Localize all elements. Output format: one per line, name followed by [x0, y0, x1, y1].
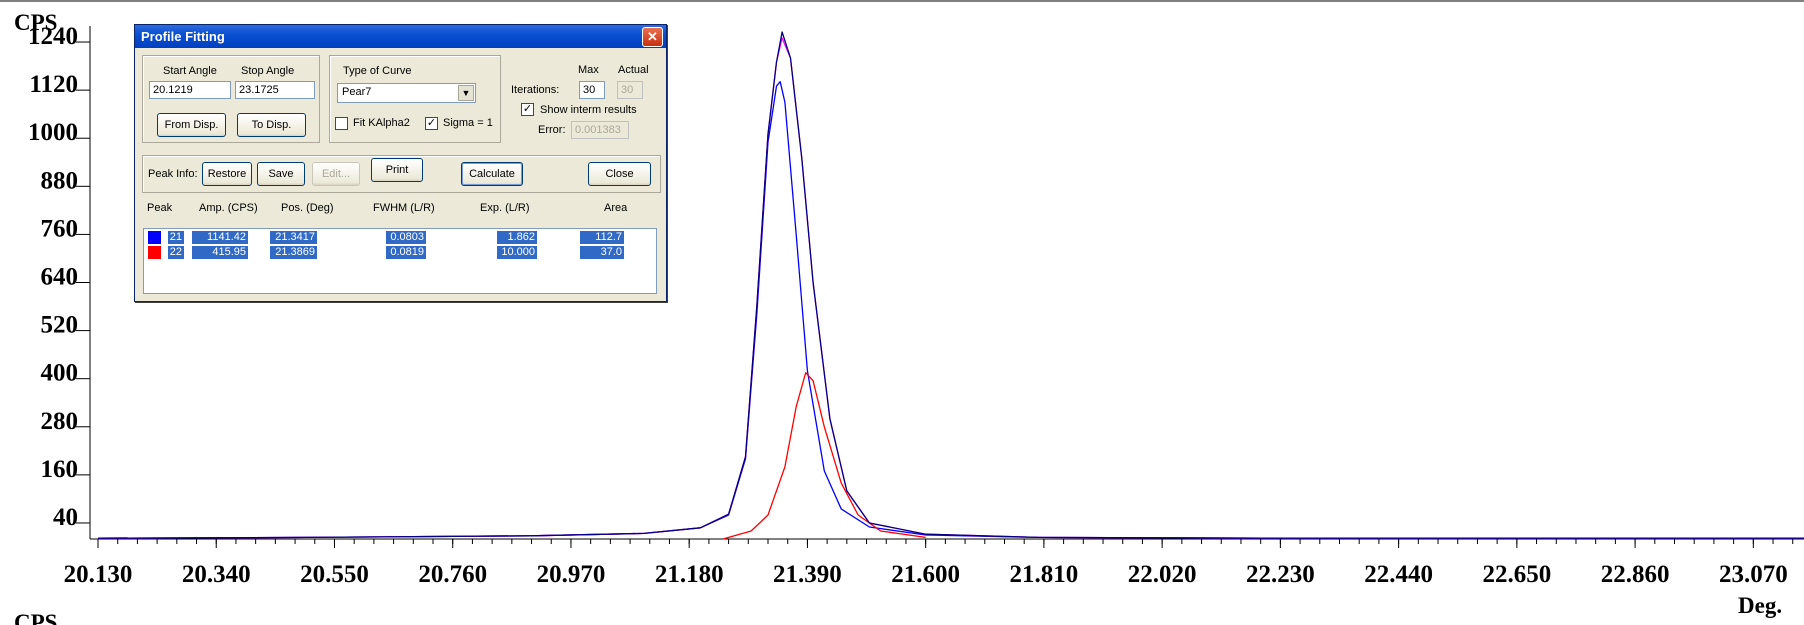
restore-button[interactable]: Restore [202, 162, 252, 186]
error-label: Error: [538, 124, 566, 136]
calculate-button[interactable]: Calculate [461, 162, 523, 186]
save-button[interactable]: Save [257, 162, 305, 186]
peak-color-swatch [148, 246, 161, 259]
series-line-3 [97, 31, 1804, 539]
dialog-titlebar[interactable]: Profile Fitting ✕ [135, 25, 666, 48]
peak-exp: 1.862 [497, 231, 537, 244]
sigma-checkbox[interactable]: ✓ [425, 117, 438, 130]
peak-list[interactable]: 21 1141.42 21.3417 0.0803 1.862 112.7 22… [143, 228, 657, 294]
peak-info-group [142, 155, 661, 193]
x-tick-label: 22.650 [1482, 561, 1551, 588]
x-tick-label: 21.390 [773, 561, 842, 588]
type-of-curve-label: Type of Curve [343, 65, 412, 77]
col-exp-header: Exp. (L/R) [480, 202, 530, 214]
x-tick-label: 21.600 [891, 561, 960, 588]
col-peak-header: Peak [147, 202, 173, 214]
iterations-max-input[interactable]: 30 [579, 81, 605, 99]
start-angle-input[interactable]: 20.1219 [149, 81, 231, 99]
x-tick-label: 22.860 [1601, 561, 1670, 588]
series-line-1 [722, 372, 926, 540]
y-tick-label: 640 [41, 264, 79, 291]
x-tick-label: 22.230 [1246, 561, 1315, 588]
x-tick-label: 22.440 [1364, 561, 1433, 588]
stop-angle-label: Stop Angle [241, 65, 295, 77]
x-tick-label: 20.130 [64, 561, 133, 588]
peak-pos: 21.3417 [270, 231, 317, 244]
peak-color-swatch [148, 231, 161, 244]
peak-area: 112.7 [580, 231, 624, 244]
y-tick-label: 280 [41, 408, 79, 435]
col-area-header: Area [604, 202, 628, 214]
peak-exp: 10.000 [497, 246, 537, 259]
x-tick-label: 22.020 [1128, 561, 1197, 588]
stop-angle-input[interactable]: 23.1725 [235, 81, 315, 99]
close-button[interactable]: Close [588, 162, 651, 186]
show-interm-checkbox[interactable]: ✓ [521, 103, 534, 116]
y-tick-label: 1000 [28, 119, 78, 146]
col-fwhm-header: FWHM (L/R) [373, 202, 435, 214]
x-tick-label: 23.070 [1719, 561, 1788, 588]
peak-amp: 1141.42 [192, 231, 248, 244]
x-axis-title: Deg. [1738, 593, 1782, 618]
from-disp-button[interactable]: From Disp. [157, 113, 226, 137]
start-angle-label: Start Angle [163, 65, 217, 77]
peak-number: 22 [168, 246, 184, 259]
to-disp-button[interactable]: To Disp. [237, 113, 306, 137]
peak-area: 37.0 [580, 246, 624, 259]
peak-info-label: Peak Info: [148, 168, 198, 180]
peak-number: 21 [168, 231, 184, 244]
x-tick-label: 20.760 [418, 561, 487, 588]
peak-pos: 21.3869 [270, 246, 317, 259]
curve-select-value: Pear7 [342, 86, 372, 98]
edit-button: Edit... [312, 162, 360, 186]
fit-kalpha2-label: Fit KAlpha2 [353, 117, 410, 129]
y-tick-label: 1120 [29, 71, 78, 98]
y-tick-label: 760 [41, 215, 79, 242]
max-label: Max [578, 64, 599, 76]
curve-group [329, 55, 501, 143]
y-axis-title-2: CPS [14, 610, 57, 625]
y-tick-label: 40 [53, 504, 78, 531]
y-tick-label: 1240 [28, 23, 78, 50]
x-tick-label: 21.180 [655, 561, 724, 588]
curve-select[interactable]: Pear7 ▼ [337, 83, 476, 103]
x-tick-label: 20.550 [300, 561, 369, 588]
dialog-title: Profile Fitting [141, 29, 225, 44]
close-icon[interactable]: ✕ [642, 27, 663, 47]
col-amp-header: Amp. (CPS) [199, 202, 258, 214]
fit-kalpha2-checkbox[interactable] [335, 117, 348, 130]
error-field: 0.001383 [571, 121, 629, 139]
y-tick-label: 520 [41, 312, 79, 339]
peak-fwhm: 0.0803 [386, 231, 426, 244]
iterations-actual-field: 30 [617, 81, 643, 99]
profile-fitting-dialog: Profile Fitting ✕ Start Angle Stop Angle… [134, 24, 667, 302]
angle-group [142, 55, 320, 143]
iterations-label: Iterations: [511, 84, 560, 96]
show-interm-label: Show interm results [540, 104, 637, 116]
actual-label: Actual [618, 64, 649, 76]
x-tick-label: 21.810 [1010, 561, 1079, 588]
x-tick-label: 20.340 [182, 561, 251, 588]
col-pos-header: Pos. (Deg) [281, 202, 334, 214]
y-tick-label: 880 [41, 167, 79, 194]
peak-amp: 415.95 [192, 246, 248, 259]
sigma-label: Sigma = 1 [443, 117, 493, 129]
chevron-down-icon[interactable]: ▼ [458, 85, 474, 101]
peak-fwhm: 0.0819 [386, 246, 426, 259]
y-tick-label: 160 [41, 456, 79, 483]
print-button[interactable]: Print [371, 158, 423, 182]
x-tick-label: 20.970 [537, 561, 606, 588]
y-axis-title: CPS [14, 10, 57, 35]
y-tick-label: 400 [41, 360, 79, 387]
